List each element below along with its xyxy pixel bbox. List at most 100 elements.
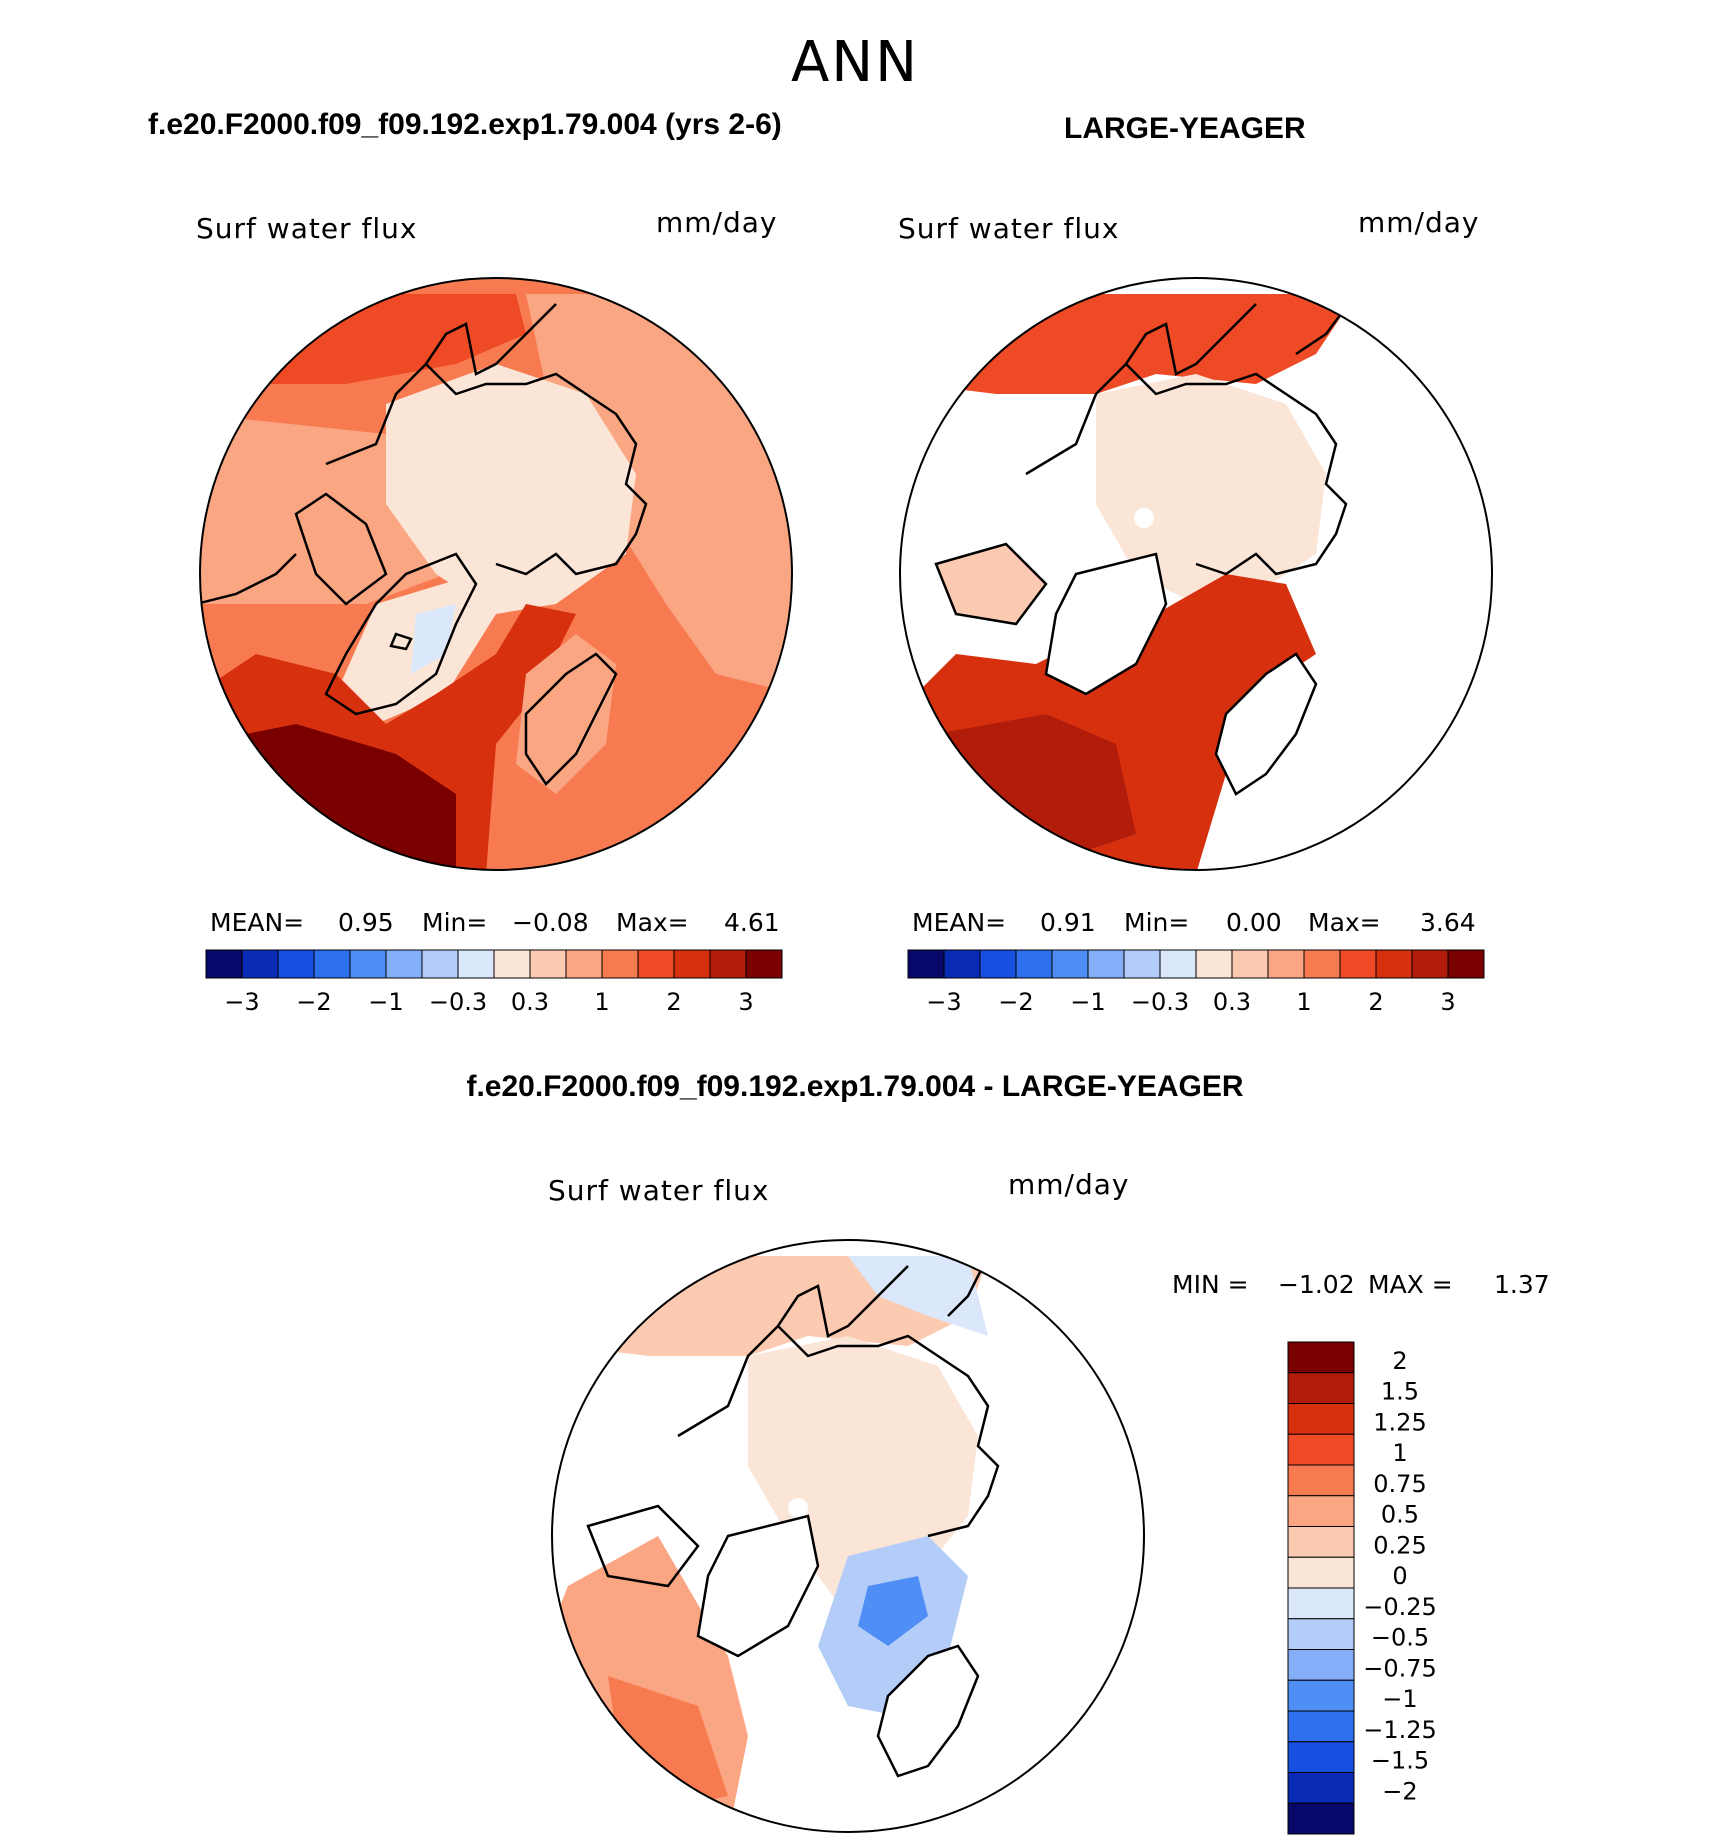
right-min-value: 0.00 [1226,908,1282,937]
map-fill-greenland [698,1516,818,1656]
colorbar-swatch [1051,949,1089,979]
colorbar-swatch [1287,1772,1355,1804]
colorbar-swatch [493,949,531,979]
colorbar-swatch [1287,1556,1355,1589]
colorbar-tick-label: −0.3 [1131,988,1189,1016]
colorbar-tick-label: 1.25 [1373,1408,1426,1436]
pole-hole [1134,508,1154,528]
colorbar-swatch [1287,1802,1355,1835]
diff-colorbar: 2 1.51.25 1 0.75 0.50.25 0 −0.25 −0.5−0.75 −1 −1.… [1287,1341,1437,1835]
colorbar-swatch [709,949,747,979]
colorbar-tick-label: 3 [1440,988,1455,1016]
colorbar-tick-label: 1 [594,988,609,1016]
right-mean-label: MEAN= [912,908,1007,937]
colorbar-swatch [205,949,243,979]
pole-hole [788,1498,808,1518]
left-max-value: 4.61 [724,908,780,937]
left-mean-label: MEAN= [210,908,305,937]
colorbar-swatch [565,949,603,979]
map-fill-eurasia [526,294,792,694]
left-colorbar: −3 −2 −1 −0.3 0.3 1 2 3 [205,949,783,1016]
right-max-value: 3.64 [1420,908,1476,937]
map-fill-scandinavia [1216,654,1316,794]
colorbar-swatch [1123,949,1161,979]
colorbar-tick-label: 2 [666,988,681,1016]
colorbar-swatch [1447,949,1485,979]
colorbar-tick-label: 1 [1296,988,1311,1016]
season-title: ANN [790,30,920,95]
colorbar-tick-label: −3 [926,988,961,1016]
colorbar-swatch [1287,1710,1355,1743]
right-mean-value: 0.91 [1040,908,1096,937]
colorbar-swatch [277,949,315,979]
colorbar-swatch [1195,949,1233,979]
diff-polar-map [551,1239,1145,1833]
colorbar-tick-label: −1.25 [1363,1716,1437,1744]
colorbar-swatch [1287,1372,1355,1404]
colorbar-tick-label: −1 [368,988,403,1016]
diff-max-value: 1.37 [1494,1270,1550,1299]
colorbar-swatch [1303,949,1341,979]
right-units-label: mm/day [1358,206,1480,239]
colorbar-tick-label: −0.3 [429,988,487,1016]
map-border [551,1239,1145,1833]
colorbar-swatch [349,949,387,979]
right-variable-label: Surf water flux [898,212,1120,245]
diff-variable-label: Surf water flux [548,1174,770,1207]
colorbar-tick-label: 0.3 [511,988,549,1016]
left-variable-label: Surf water flux [196,212,418,245]
colorbar-tick-label: −0.5 [1371,1624,1429,1652]
diff-min-value: −1.02 [1278,1270,1355,1299]
colorbar-swatch [1287,1526,1355,1558]
colorbar-tick-label: −2 [998,988,1033,1016]
colorbar-swatch [241,949,279,979]
left-min-label: Min= [422,908,488,937]
map-fill-scandinavia [516,634,616,794]
colorbar-swatch [1287,1649,1355,1681]
coastlines [934,293,1357,796]
colorbar-swatch [601,949,639,979]
colorbar-tick-label: −2 [1382,1777,1417,1805]
colorbar-swatch [1159,949,1197,979]
colorbar-tick-label: 0.5 [1381,1501,1419,1529]
colorbar-tick-label: −1 [1070,988,1105,1016]
colorbar-swatch [1287,1679,1355,1712]
colorbar-swatch [1287,1587,1355,1620]
coastlines [200,303,648,786]
colorbar-tick-label: 0.75 [1373,1470,1426,1498]
diff-case-title: f.e20.F2000.f09_f09.192.exp1.79.004 - LA… [466,1070,1244,1103]
map-border [899,277,1493,871]
map-fill-arctic [386,364,636,614]
colorbar-swatch [529,949,567,979]
left-units-label: mm/day [656,206,778,239]
colorbar-tick-label: −1 [1382,1685,1417,1713]
left-max-label: Max= [616,908,689,937]
colorbar-swatch [1015,949,1053,979]
diff-units-label: mm/day [1008,1168,1130,1201]
colorbar-tick-label: −1.5 [1371,1747,1429,1775]
colorbar-tick-label: −2 [296,988,331,1016]
map-fill-arctic [1096,374,1326,604]
colorbar-tick-label: 0.3 [1213,988,1251,1016]
right-case-title: LARGE-YEAGER [1064,112,1306,145]
map-fill-greenland [1046,554,1166,694]
colorbar-tick-label: 2 [1368,988,1383,1016]
colorbar-swatch [1287,1403,1355,1435]
map-fill-scandinavia [878,1646,978,1776]
diff-max-label: MAX = [1368,1270,1453,1299]
colorbar-swatch [1267,949,1305,979]
colorbar-swatch [907,949,945,979]
map-fill-bering-neg [848,1256,988,1336]
left-mean-value: 0.95 [338,908,394,937]
right-min-label: Min= [1124,908,1190,937]
colorbar-swatch [979,949,1017,979]
colorbar-swatch [745,949,783,979]
left-polar-map [199,277,793,871]
left-case-title: f.e20.F2000.f09_f09.192.exp1.79.004 (yrs… [148,108,782,141]
colorbar-tick-label: 2 [1392,1347,1407,1375]
colorbar-tick-label: −0.75 [1363,1654,1437,1682]
right-colorbar: −3 −2 −1 −0.3 0.3 1 2 3 [907,949,1485,1016]
colorbar-swatch [1411,949,1449,979]
colorbar-swatch [1287,1618,1355,1650]
colorbar-tick-label: −0.25 [1363,1593,1437,1621]
